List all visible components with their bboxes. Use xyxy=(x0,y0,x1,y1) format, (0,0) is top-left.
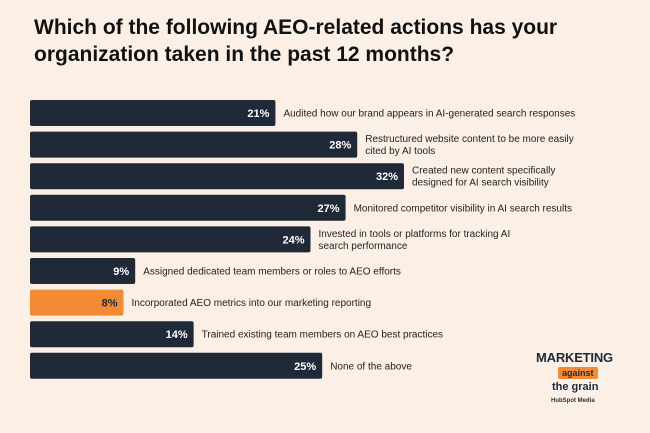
bar xyxy=(30,258,136,284)
logo-line-3: the grain xyxy=(552,381,599,393)
bar xyxy=(30,131,358,158)
category-label: Assigned dedicated team members or roles… xyxy=(143,267,401,278)
logo-line-1: MARKETING xyxy=(536,350,613,365)
bar-value-label: 8% xyxy=(102,298,118,310)
bar xyxy=(30,226,311,253)
category-label: Restructured website content to be more … xyxy=(365,134,573,157)
category-label: None of the above xyxy=(330,361,412,372)
bar xyxy=(30,321,194,348)
category-label: Incorporated AEO metrics into our market… xyxy=(132,298,372,309)
logo-line-4: HubSpot Media xyxy=(551,398,595,404)
bar-value-label: 27% xyxy=(318,203,340,215)
bar-value-label: 9% xyxy=(113,266,129,278)
bar-value-label: 21% xyxy=(247,108,269,120)
bar xyxy=(30,289,124,316)
category-label: Created new content specifically designed… xyxy=(412,166,555,189)
bar-value-label: 32% xyxy=(376,171,398,183)
marketing-against-the-grain-logo: MARKETING against the grain HubSpot Medi… xyxy=(536,350,620,414)
category-label: Audited how our brand appears in AI-gene… xyxy=(283,109,575,120)
bar-value-label: 25% xyxy=(294,361,316,373)
bar-value-label: 14% xyxy=(166,329,188,341)
category-label: Monitored competitor visibility in AI se… xyxy=(354,203,572,214)
category-label: Trained existing team members on AEO bes… xyxy=(202,330,443,341)
logo-line-2: against xyxy=(558,367,598,379)
chart-title: Which of the following AEO-related actio… xyxy=(34,16,558,66)
category-label: Invested in tools or platforms for track… xyxy=(319,229,511,252)
bar xyxy=(30,194,346,221)
bar xyxy=(30,163,404,190)
bar xyxy=(30,352,323,379)
bar-value-label: 24% xyxy=(282,234,304,246)
bar xyxy=(30,100,276,126)
bar-value-label: 28% xyxy=(329,140,351,152)
